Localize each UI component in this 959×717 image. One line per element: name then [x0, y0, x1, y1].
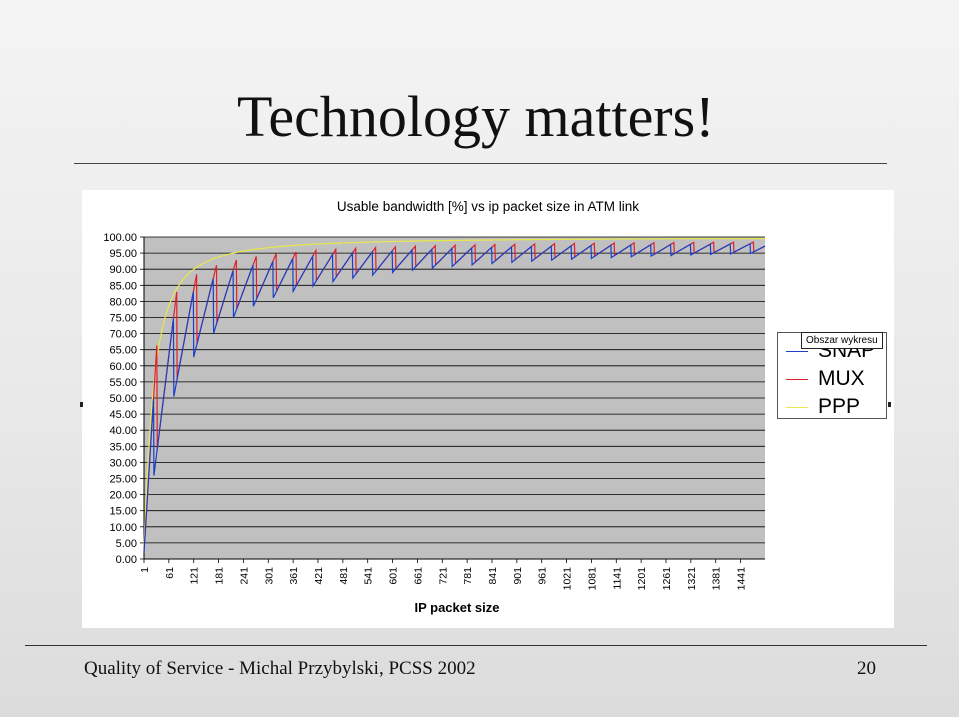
y-tick-label: 20.00: [109, 490, 137, 502]
x-tick-label: 1: [139, 567, 151, 573]
slide-title: Technology matters!: [237, 84, 715, 149]
x-tick-label: 1261: [661, 567, 673, 591]
y-tick-label: 0.00: [116, 554, 137, 566]
y-tick-label: 40.00: [109, 425, 137, 437]
y-tick-label: 10.00: [109, 522, 137, 534]
x-tick-label: 841: [487, 567, 499, 585]
x-tick-label: 661: [412, 567, 424, 585]
footer-divider: [25, 645, 927, 646]
stray-mark-left: [80, 402, 83, 407]
series-line-snap: [143, 242, 766, 553]
legend-swatch-mux: [786, 379, 808, 380]
x-tick-label: 1141: [611, 567, 623, 590]
y-tick-label: 90.00: [109, 264, 137, 276]
y-tick-label: 5.00: [116, 538, 137, 550]
y-tick-label: 100.00: [103, 232, 137, 244]
x-tick-label: 421: [313, 567, 325, 585]
x-tick-label: 901: [512, 567, 524, 585]
y-tick-label: 25.00: [109, 474, 137, 486]
legend-tooltip: Obszar wykresu: [801, 332, 883, 349]
x-tick-label: 721: [437, 567, 449, 585]
legend-label-ppp: PPP: [818, 395, 861, 418]
y-tick-label: 95.00: [109, 248, 137, 260]
x-tick-label: 1441: [736, 567, 748, 591]
x-tick-label: 181: [214, 567, 226, 585]
x-tick-label: 541: [363, 567, 375, 585]
x-tick-label: 1021: [562, 567, 574, 591]
legend-label-mux: MUX: [818, 367, 865, 390]
legend-swatch-ppp: [786, 407, 808, 408]
chart-svg: Usable bandwidth [%] vs ip packet size i…: [103, 199, 766, 615]
stray-mark-right: [888, 402, 891, 407]
y-tick-label: 35.00: [109, 441, 137, 453]
x-tick-label: 61: [164, 567, 176, 579]
y-tick-label: 65.00: [109, 345, 137, 357]
x-tick-label: 781: [462, 567, 474, 585]
page-number: 20: [857, 658, 876, 679]
chart-panel: Usable bandwidth [%] vs ip packet size i…: [82, 190, 894, 628]
y-tick-label: 85.00: [109, 280, 137, 292]
x-tick-label: 961: [537, 567, 549, 585]
x-tick-label: 1381: [711, 567, 723, 591]
title-divider: [74, 163, 887, 164]
chart-title: Usable bandwidth [%] vs ip packet size i…: [337, 199, 639, 214]
x-axis-label: IP packet size: [414, 600, 499, 615]
x-tick-label: 481: [338, 567, 350, 585]
x-tick-label: 121: [189, 567, 201, 585]
footer-text: Quality of Service - Michal Przybylski, …: [84, 658, 476, 679]
legend-swatch-snap: [786, 351, 808, 352]
x-tick-label: 1321: [686, 567, 698, 591]
x-tick-label: 1201: [636, 567, 648, 591]
y-tick-label: 30.00: [109, 457, 137, 469]
x-tick-label: 301: [263, 567, 275, 585]
y-tick-label: 70.00: [109, 329, 137, 341]
series-line-ppp: [143, 238, 765, 549]
y-tick-label: 75.00: [109, 313, 137, 325]
x-tick-label: 361: [288, 567, 300, 585]
x-tick-label: 1081: [586, 567, 598, 591]
x-tick-label: 241: [238, 567, 250, 585]
y-tick-label: 15.00: [109, 506, 137, 518]
y-tick-label: 80.00: [109, 296, 137, 308]
y-tick-label: 55.00: [109, 377, 137, 389]
y-tick-label: 45.00: [109, 409, 137, 421]
legend-item-mux: MUX: [778, 366, 886, 392]
legend-item-ppp: PPP: [778, 394, 886, 420]
y-tick-label: 60.00: [109, 361, 137, 373]
x-tick-label: 601: [388, 567, 400, 585]
y-tick-label: 50.00: [109, 393, 137, 405]
